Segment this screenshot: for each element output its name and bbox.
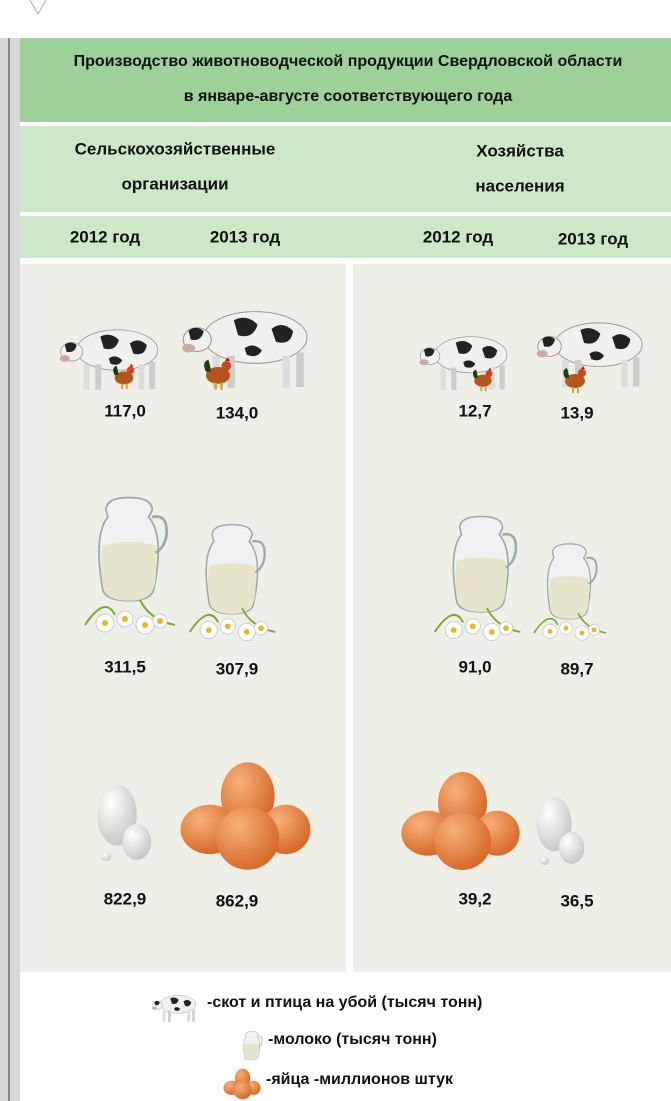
legend-text: -скот и птица на убой (тысяч тонн) [207,994,482,1011]
side-line [8,38,10,1101]
value-label: 39,2 [458,889,491,908]
value-label: 12,7 [458,401,491,420]
infographic: Производство животноводческой продукции … [0,0,671,1101]
value-label: 311,5 [104,657,146,676]
legend-text: -молоко (тысяч тонн) [268,1031,437,1048]
value-label: 822,9 [104,889,147,908]
title-line: в январе-августе соответствующего года [184,88,513,105]
group-label: организации [121,174,228,193]
value-label: 13,9 [560,403,593,422]
year-label: 2012 год [423,227,494,246]
page: Производство животноводческой продукции … [0,0,671,1101]
year-label: 2012 год [70,227,141,246]
group-label: населения [475,176,564,195]
year-label: 2013 год [210,227,281,246]
year-label: 2013 год [558,229,629,248]
title-line: Производство животноводческой продукции … [74,53,623,70]
value-label: 134,0 [216,403,259,422]
group-label: Сельскохозяйственные [75,139,276,158]
value-label: 89,7 [560,659,593,678]
value-label: 862,9 [216,891,259,910]
value-label: 91,0 [458,657,491,676]
value-label: 36,5 [560,891,593,910]
legend-text: -яйца -миллионов штук [266,1071,454,1088]
value-label: 117,0 [104,401,146,420]
group-label: Хозяйства [476,141,564,160]
title-band [20,38,671,122]
value-label: 307,9 [216,659,259,678]
